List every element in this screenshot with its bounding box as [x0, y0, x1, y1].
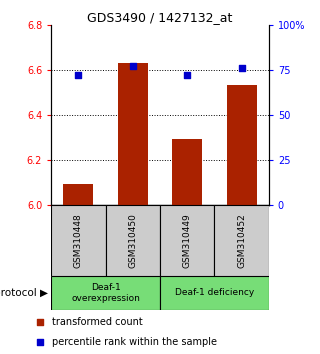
Text: protocol ▶: protocol ▶ — [0, 288, 48, 298]
Bar — [51, 276, 160, 310]
Text: GSM310450: GSM310450 — [128, 213, 137, 268]
Bar — [160, 276, 269, 310]
Bar — [63, 184, 93, 205]
Point — [37, 339, 43, 345]
Text: transformed count: transformed count — [52, 318, 142, 327]
Bar — [160, 205, 214, 276]
Bar — [227, 85, 257, 205]
Point — [185, 73, 190, 78]
Text: GSM310452: GSM310452 — [237, 213, 246, 268]
Bar — [118, 63, 148, 205]
Text: percentile rank within the sample: percentile rank within the sample — [52, 337, 217, 347]
Text: Deaf-1 deficiency: Deaf-1 deficiency — [175, 289, 254, 297]
Point — [239, 65, 244, 71]
Point — [37, 320, 43, 325]
Bar — [172, 139, 202, 205]
Point — [76, 73, 81, 78]
Bar — [214, 205, 269, 276]
Text: GSM310449: GSM310449 — [183, 213, 192, 268]
Bar — [51, 205, 106, 276]
Title: GDS3490 / 1427132_at: GDS3490 / 1427132_at — [87, 11, 233, 24]
Text: Deaf-1
overexpression: Deaf-1 overexpression — [71, 283, 140, 303]
Point — [130, 63, 135, 69]
Bar — [106, 205, 160, 276]
Text: GSM310448: GSM310448 — [74, 213, 83, 268]
